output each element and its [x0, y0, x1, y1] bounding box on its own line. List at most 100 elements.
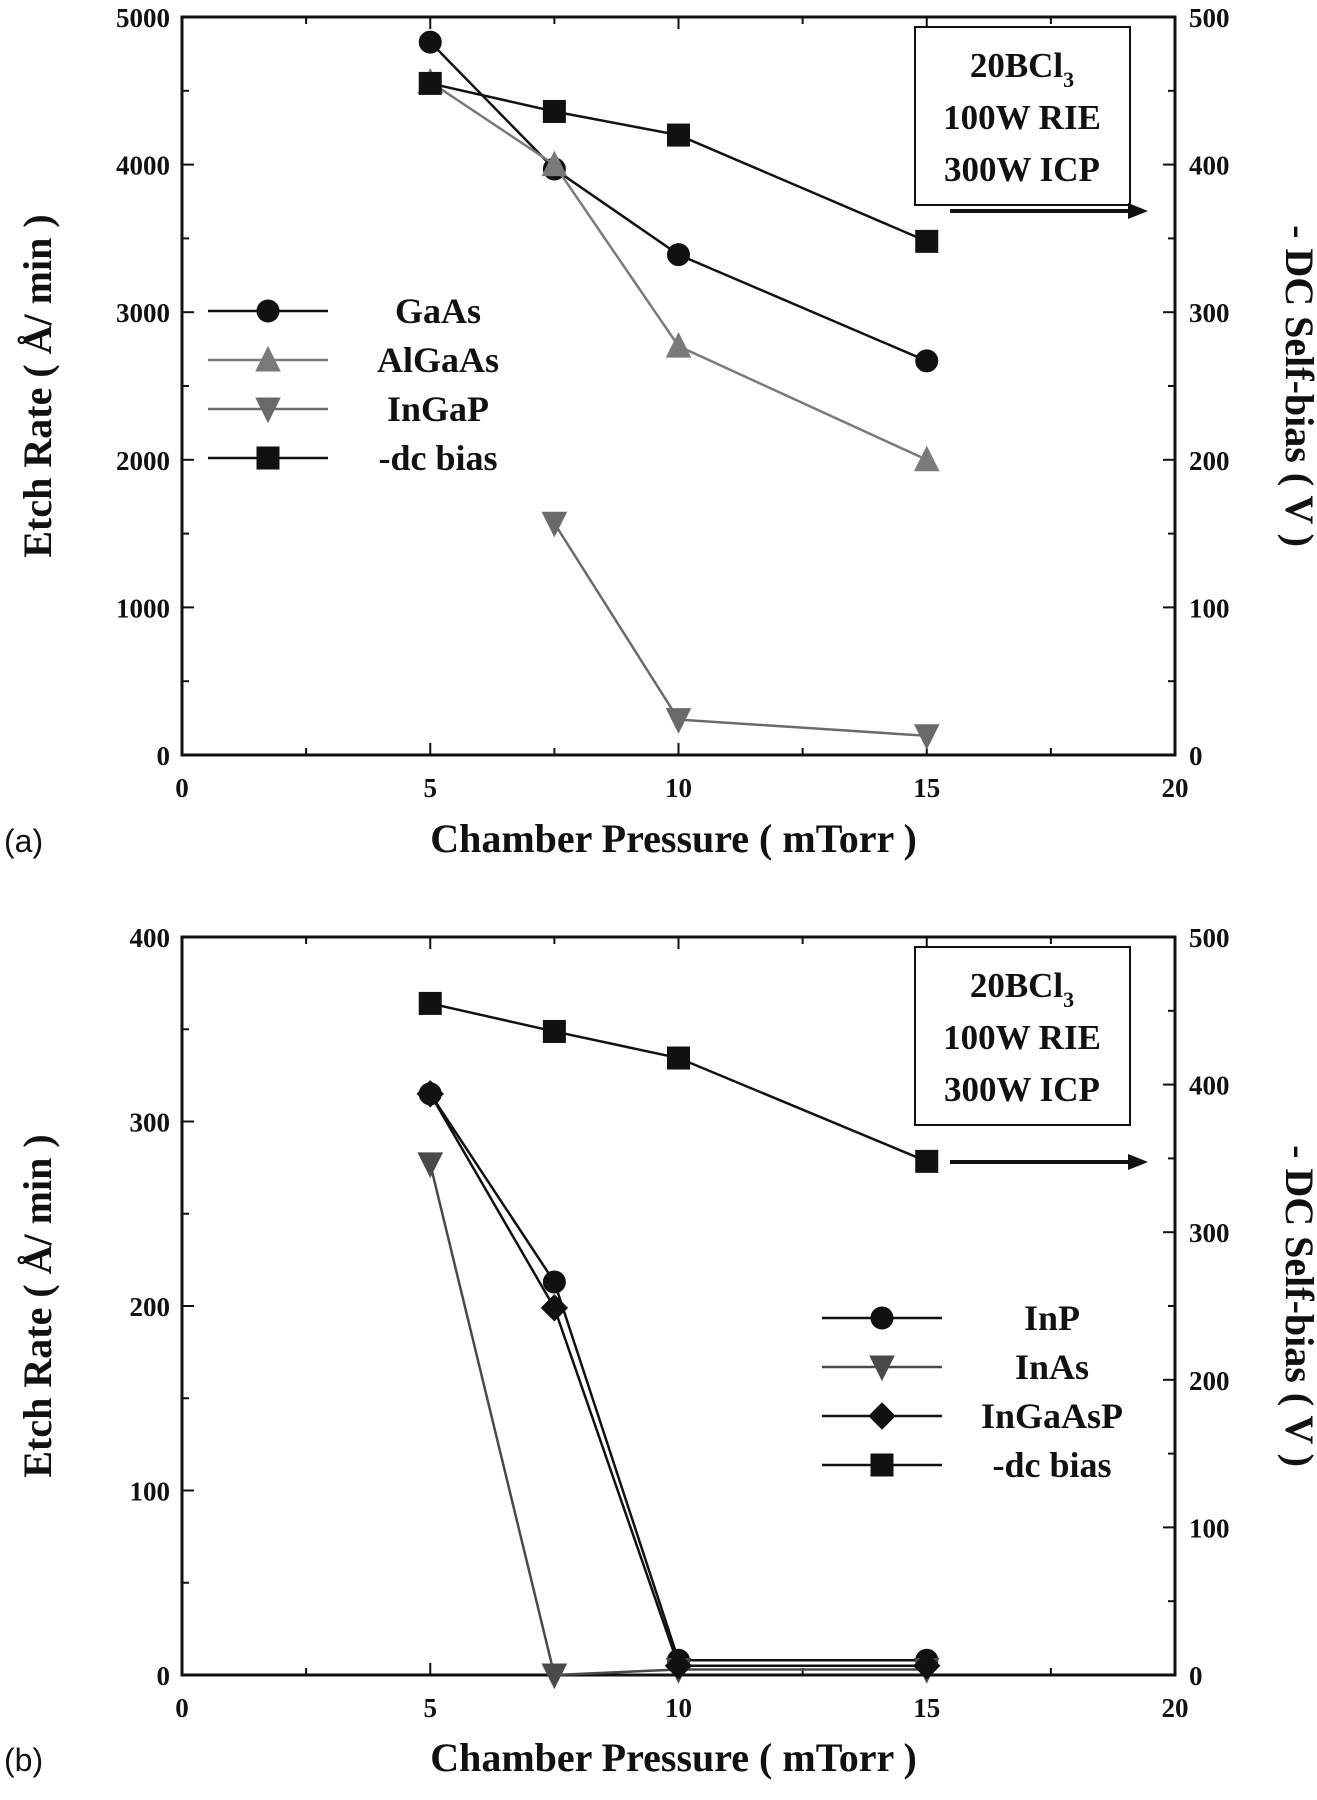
panel-b: 0 5 10 15 2001002003004000100200300400500Cha… — [4, 923, 1317, 1780]
series-line — [429, 82, 928, 243]
legend-marker — [870, 1453, 894, 1477]
y-tick-label: 0 — [157, 1661, 171, 1691]
data-point — [915, 349, 939, 373]
series-line — [429, 1163, 927, 1677]
legend-label: -dc bias — [992, 1445, 1111, 1485]
x-tick-label: 5 — [424, 773, 438, 803]
x-tick-label: 15 — [913, 1693, 940, 1723]
y2-axis-title: - DC Self-bias ( V ) — [1277, 1145, 1317, 1467]
series-ingaasp — [416, 1080, 941, 1680]
conditions-note: 20BCl3 100W RIE 300W ICP — [914, 26, 1131, 206]
panel-a: 0 5 10 15 2001000200030004000500001002003004… — [4, 3, 1317, 861]
data-point — [667, 123, 690, 147]
legend-entry: -dc bias — [208, 438, 498, 478]
legend-marker — [255, 345, 281, 372]
legend-marker — [869, 1355, 895, 1382]
y2-tick-label: 400 — [1189, 151, 1230, 181]
legend-marker — [255, 397, 281, 424]
panel-label: (b) — [4, 1742, 43, 1778]
legend-entry: AlGaAs — [208, 340, 499, 380]
legend-label: -dc bias — [378, 438, 497, 478]
data-point — [665, 332, 692, 358]
panel-label: (a) — [4, 823, 43, 859]
series-gaas — [418, 30, 939, 373]
series-ingap — [541, 511, 940, 750]
y-tick-label: 300 — [130, 1108, 171, 1138]
note-line-1-subscript: 3 — [1063, 67, 1074, 92]
y2-tick-label: 0 — [1189, 1661, 1203, 1691]
x-tick-label: 15 — [913, 773, 940, 803]
data-point — [542, 99, 566, 123]
note-line-1: 20BCl3 — [970, 966, 1074, 1012]
note-line-2: 100W RIE — [943, 1018, 1101, 1057]
data-point — [541, 511, 568, 538]
data-point — [913, 1652, 941, 1680]
y-tick-label: 200 — [130, 1292, 171, 1322]
y-tick-label: 0 — [157, 741, 171, 771]
data-point — [913, 724, 940, 750]
legend-label: InGaP — [387, 389, 489, 429]
legend-marker — [256, 446, 280, 470]
legend-label: InP — [1024, 1298, 1080, 1338]
data-point — [418, 30, 442, 54]
x-axis-title: Chamber Pressure ( mTorr ) — [430, 1735, 917, 1780]
series-line — [429, 1093, 927, 1668]
x-tick-label: 0 — [175, 773, 189, 803]
right-axis-arrow-head — [1128, 203, 1148, 219]
y-tick-label: 1000 — [116, 593, 170, 623]
conditions-box — [914, 26, 1131, 206]
x-tick-label: 0 — [175, 1693, 189, 1723]
y2-tick-label: 400 — [1189, 1071, 1230, 1101]
data-point — [541, 150, 568, 177]
y2-tick-label: 500 — [1189, 3, 1230, 33]
legend-entry: GaAs — [208, 291, 481, 331]
y-tick-label: 2000 — [116, 446, 170, 476]
series-line — [429, 1002, 928, 1163]
series-line — [429, 80, 928, 461]
note-line-1-main: 20BCl — [970, 46, 1064, 85]
y-axis-title: Etch Rate ( Å/ min ) — [15, 1134, 60, 1477]
data-point — [540, 1294, 569, 1322]
right-axis-arrow-head — [1128, 1154, 1148, 1170]
x-tick-label: 10 — [665, 1693, 692, 1723]
legend-marker — [868, 1402, 896, 1430]
series-dc-bias — [418, 991, 939, 1173]
note-line-2: 100W RIE — [943, 98, 1101, 137]
note-line-1-subscript: 3 — [1063, 987, 1074, 1012]
series-dc-bias — [418, 71, 939, 253]
y-tick-label: 100 — [130, 1477, 171, 1507]
note-line-3: 300W ICP — [944, 150, 1100, 189]
y2-tick-label: 300 — [1189, 1218, 1230, 1248]
series-line — [429, 41, 928, 363]
note-line-1-main: 20BCl — [970, 966, 1064, 1005]
conditions-note: 20BCl3 100W RIE 300W ICP — [914, 946, 1131, 1126]
data-point — [664, 1652, 693, 1680]
data-point — [915, 229, 939, 253]
data-point — [667, 1046, 690, 1070]
x-tick-label: 20 — [1162, 1693, 1189, 1723]
x-tick-label: 5 — [424, 1693, 438, 1723]
legend-marker — [870, 1306, 894, 1330]
conditions-box — [914, 946, 1131, 1126]
y-tick-label: 3000 — [116, 298, 170, 328]
data-point — [913, 445, 940, 472]
x-tick-label: 20 — [1162, 773, 1189, 803]
y-tick-label: 5000 — [116, 3, 170, 33]
series-line — [553, 522, 927, 738]
y2-tick-label: 500 — [1189, 923, 1230, 953]
legend-entry: -dc bias — [822, 1445, 1112, 1485]
series-inp — [418, 1082, 939, 1672]
data-point — [541, 1663, 568, 1690]
y2-tick-label: 100 — [1189, 1513, 1230, 1543]
legend-label: AlGaAs — [377, 340, 499, 380]
data-point — [418, 991, 442, 1015]
legend-label: InGaAsP — [981, 1396, 1123, 1436]
x-tick-label: 10 — [665, 773, 692, 803]
y2-tick-label: 200 — [1189, 1366, 1230, 1396]
legend-entry: InGaP — [208, 389, 489, 429]
y-tick-label: 400 — [130, 923, 171, 953]
legend-marker — [256, 299, 280, 323]
y-axis-title: Etch Rate ( Å/ min ) — [15, 214, 60, 557]
legend-label: InAs — [1015, 1347, 1089, 1387]
